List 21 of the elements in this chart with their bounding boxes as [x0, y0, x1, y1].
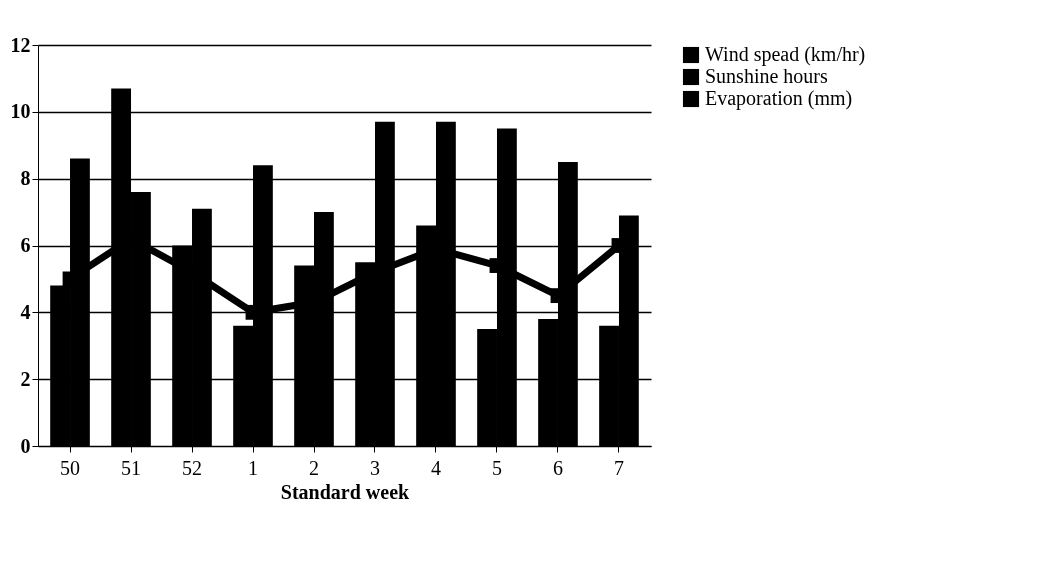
legend-label: Evaporation (mm) [705, 87, 853, 110]
x-tick-label: 7 [613, 456, 624, 479]
x-tick-label: 3 [370, 456, 380, 479]
x-tick-label: 1 [248, 456, 259, 479]
x-tick-label: 2 [309, 456, 319, 479]
y-tick-label: 2 [20, 367, 31, 390]
y-tick-label: 8 [20, 167, 31, 190]
x-tick-label: 51 [121, 456, 142, 479]
x-axis-title: Standard week [280, 480, 411, 503]
y-tick-label: 6 [20, 234, 31, 256]
x-tick-label: 50 [60, 456, 81, 479]
y-tick-label: 10 [10, 100, 31, 123]
y-tick-label: 4 [20, 300, 31, 323]
legend-label: Sunshine hours [705, 65, 828, 87]
y-tick-label: 12 [10, 33, 31, 56]
x-tick-label: 5 [491, 456, 502, 479]
x-tick-label: 4 [430, 456, 441, 479]
y-tick-label: 0 [20, 434, 31, 457]
x-tick-label: 6 [552, 456, 563, 479]
x-tick-label: 52 [182, 456, 203, 479]
legend-label: Wind spead (km/hr) [705, 43, 866, 66]
